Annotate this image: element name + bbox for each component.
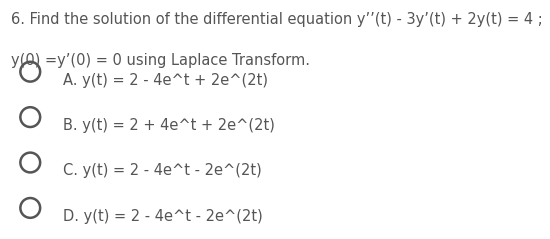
Text: y(0) =y’(0) = 0 using Laplace Transform.: y(0) =y’(0) = 0 using Laplace Transform. [11, 53, 310, 68]
Text: B. y(t) = 2 + 4e^t + 2e^(2t): B. y(t) = 2 + 4e^t + 2e^(2t) [63, 118, 275, 133]
Text: A. y(t) = 2 - 4e^t + 2e^(2t): A. y(t) = 2 - 4e^t + 2e^(2t) [63, 73, 268, 87]
Text: C. y(t) = 2 - 4e^t - 2e^(2t): C. y(t) = 2 - 4e^t - 2e^(2t) [63, 163, 262, 178]
Text: 6. Find the solution of the differential equation y’’(t) - 3y’(t) + 2y(t) = 4 ;: 6. Find the solution of the differential… [11, 12, 543, 27]
Text: D. y(t) = 2 - 4e^t - 2e^(2t): D. y(t) = 2 - 4e^t - 2e^(2t) [63, 209, 263, 224]
